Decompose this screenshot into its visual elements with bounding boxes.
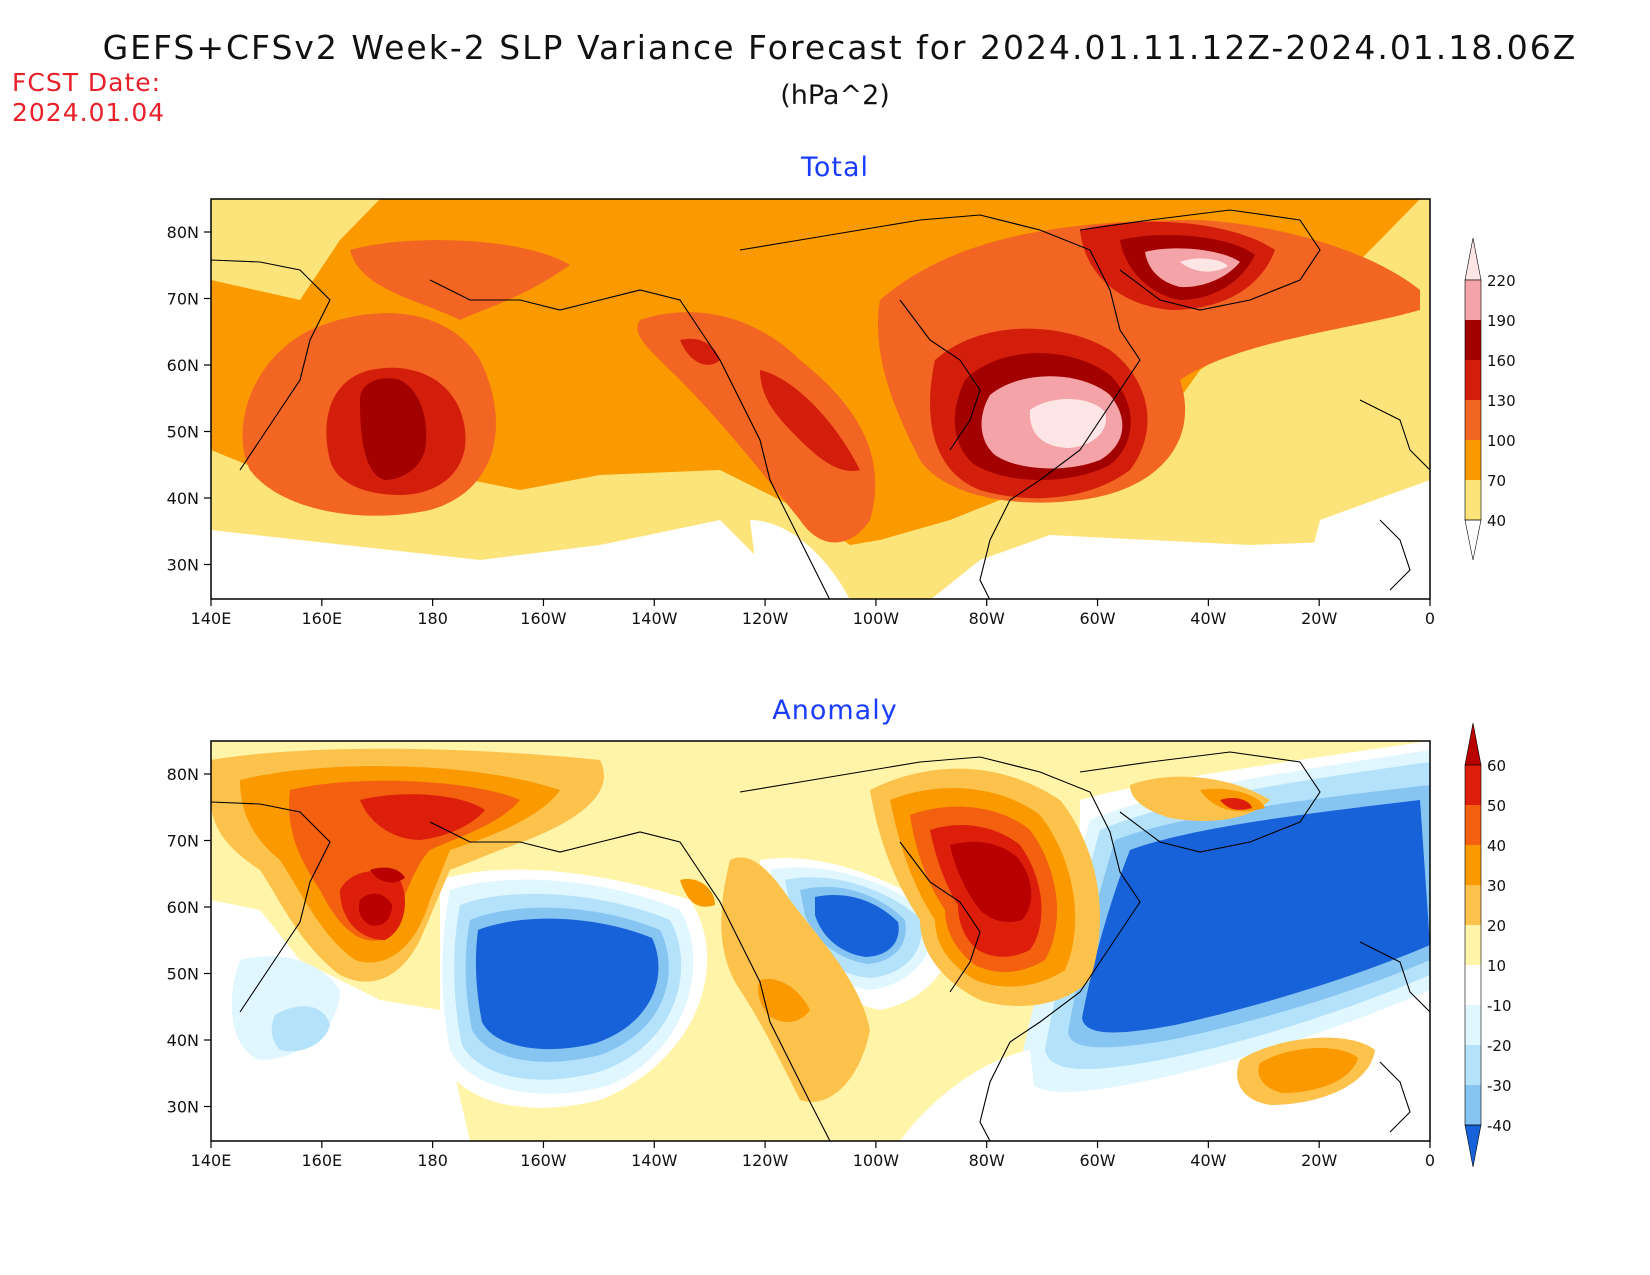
y-tick-label: 80N	[167, 765, 199, 784]
y-tick-label: 60N	[167, 898, 199, 917]
colorbar-swatch	[1465, 965, 1481, 1005]
colorbar-label: -40	[1487, 1117, 1512, 1135]
colorbar-swatch	[1465, 320, 1481, 360]
colorbar-swatch	[1465, 845, 1481, 885]
colorbar-label: 100	[1487, 432, 1516, 450]
colorbar-label: 60	[1487, 757, 1506, 775]
x-tick-label: 140W	[631, 609, 678, 628]
colorbar-label: -20	[1487, 1037, 1512, 1055]
colorbar-swatch	[1465, 765, 1481, 805]
anomaly-y-axis: 80N 70N 60N 50N 40N 30N	[167, 765, 211, 1117]
x-tick-label: 80W	[969, 1151, 1005, 1170]
colorbar-label: 220	[1487, 272, 1516, 290]
x-tick-label: 140E	[191, 609, 232, 628]
x-tick-label: 40W	[1190, 609, 1226, 628]
panel-anomaly-title: Anomaly	[772, 695, 898, 726]
colorbar-label: 10	[1487, 957, 1506, 975]
x-tick-label: 100W	[853, 1151, 900, 1170]
units-label: (hPa^2)	[780, 80, 890, 111]
total-variance-field	[211, 199, 1430, 599]
colorbar-label: 70	[1487, 472, 1506, 490]
x-tick-label: 120W	[742, 609, 789, 628]
forecast-date-value: 2024.01.04	[12, 98, 166, 127]
colorbar-label: 130	[1487, 392, 1516, 410]
x-tick-label: 60W	[1079, 609, 1115, 628]
x-tick-label: 160W	[520, 1151, 567, 1170]
colorbar-swatch	[1465, 885, 1481, 925]
x-tick-label: 160E	[301, 1151, 342, 1170]
x-tick-label: 120W	[742, 1151, 789, 1170]
total-x-axis: 140E 160E 180 160W 140W 120W 100W 80W 60W 40W 20W 0	[191, 599, 1435, 628]
total-map-frame	[210, 198, 1431, 600]
colorbar-swatch	[1465, 1085, 1481, 1125]
colorbar-swatch	[1465, 925, 1481, 965]
y-tick-label: 70N	[167, 832, 199, 851]
y-tick-label: 50N	[167, 965, 199, 984]
colorbar-label: 160	[1487, 352, 1516, 370]
y-tick-label: 80N	[167, 223, 199, 242]
x-tick-label: 40W	[1190, 1151, 1226, 1170]
x-tick-label: 160W	[520, 609, 567, 628]
y-tick-label: 70N	[167, 290, 199, 309]
colorbar-swatch	[1465, 1005, 1481, 1045]
colorbar-label: 20	[1487, 917, 1506, 935]
x-tick-label: 80W	[969, 609, 1005, 628]
colorbar-label: -30	[1487, 1077, 1512, 1095]
y-tick-label: 50N	[167, 423, 199, 442]
x-tick-label: 0	[1425, 609, 1435, 628]
anomaly-variance-field	[211, 741, 1430, 1141]
total-colorbar: 220 190 160 130 100 70 40	[1464, 237, 1516, 561]
x-tick-label: 140E	[191, 1151, 232, 1170]
colorbar-label: -10	[1487, 997, 1512, 1015]
colorbar-label: 40	[1487, 512, 1506, 530]
y-tick-label: 40N	[167, 1031, 199, 1050]
y-tick-label: 60N	[167, 356, 199, 375]
anomaly-x-axis: 140E 160E 180 160W 140W 120W 100W 80W 60W 40W 20W 0	[191, 1141, 1435, 1170]
main-title: GEFS+CFSv2 Week-2 SLP Variance Forecast …	[102, 28, 1578, 67]
y-tick-label: 30N	[167, 1098, 199, 1117]
x-tick-label: 180	[417, 609, 448, 628]
colorbar-swatch	[1465, 440, 1481, 480]
forecast-date: FCST Date: 2024.01.04	[12, 68, 165, 128]
x-tick-label: 160E	[301, 609, 342, 628]
x-tick-label: 20W	[1301, 609, 1337, 628]
colorbar-label: 30	[1487, 877, 1506, 895]
forecast-date-label: FCST Date:	[12, 68, 162, 97]
y-tick-label: 30N	[167, 556, 199, 575]
colorbar-swatch	[1465, 480, 1481, 520]
colorbar-label: 50	[1487, 797, 1506, 815]
x-tick-label: 180	[417, 1151, 448, 1170]
colorbar-swatch	[1465, 360, 1481, 400]
anomaly-colorbar: 60 50 40 30 20 10 -10 -20 -30 -40	[1464, 722, 1512, 1168]
panel-total-title: Total	[800, 152, 870, 183]
y-tick-label: 40N	[167, 489, 199, 508]
total-coastlines	[211, 209, 1430, 599]
anomaly-coastlines	[211, 751, 1430, 1141]
x-tick-label: 0	[1425, 1151, 1435, 1170]
colorbar-label: 190	[1487, 312, 1516, 330]
total-y-axis: 80N 70N 60N 50N 40N 30N	[167, 223, 211, 575]
colorbar-label: 40	[1487, 837, 1506, 855]
anomaly-map-frame	[210, 740, 1431, 1142]
colorbar-swatch	[1465, 280, 1481, 320]
colorbar-swatch	[1465, 400, 1481, 440]
x-tick-label: 140W	[631, 1151, 678, 1170]
x-tick-label: 100W	[853, 609, 900, 628]
colorbar-swatch	[1465, 1045, 1481, 1085]
x-tick-label: 60W	[1079, 1151, 1115, 1170]
x-tick-label: 20W	[1301, 1151, 1337, 1170]
colorbar-swatch	[1465, 805, 1481, 845]
